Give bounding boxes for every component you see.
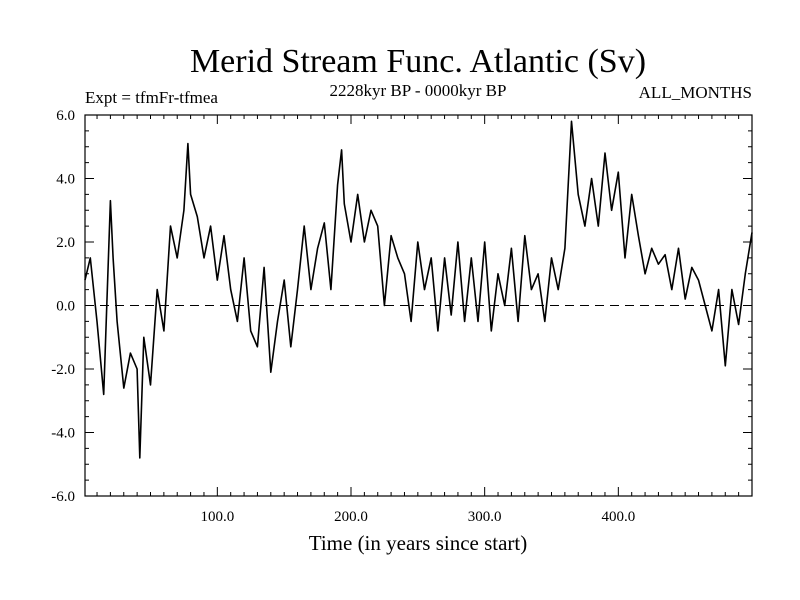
chart-subtitle-right: ALL_MONTHS	[639, 83, 752, 102]
chart-title: Merid Stream Func. Atlantic (Sv)	[190, 43, 646, 80]
y-tick-label: -6.0	[51, 489, 75, 505]
y-tick-label: 4.0	[56, 172, 75, 188]
chart-subtitle-center: 2228kyr BP - 0000kyr BP	[330, 81, 507, 100]
series-line-0	[84, 120, 753, 459]
plot-area: 100.0 200.0 300.0 400.0 -6.0 -4.0 -2.0 0.0 2.0 4.…	[51, 108, 753, 525]
y-tick-label: -4.0	[51, 426, 75, 442]
y-tick-label: 0.0	[56, 299, 75, 315]
x-axis-label: Time (in years since start)	[309, 531, 528, 555]
y-tick-label: 6.0	[56, 108, 75, 124]
chart-subtitle-left: Expt = tfmFr-tfmea	[85, 88, 218, 107]
x-tick-label: 400.0	[601, 509, 635, 525]
x-tick-label: 300.0	[468, 509, 502, 525]
x-tick-label: 200.0	[334, 509, 368, 525]
y-tick-label: 2.0	[56, 235, 75, 251]
x-tick-label: 100.0	[200, 509, 234, 525]
y-tick-label: -2.0	[51, 362, 75, 378]
